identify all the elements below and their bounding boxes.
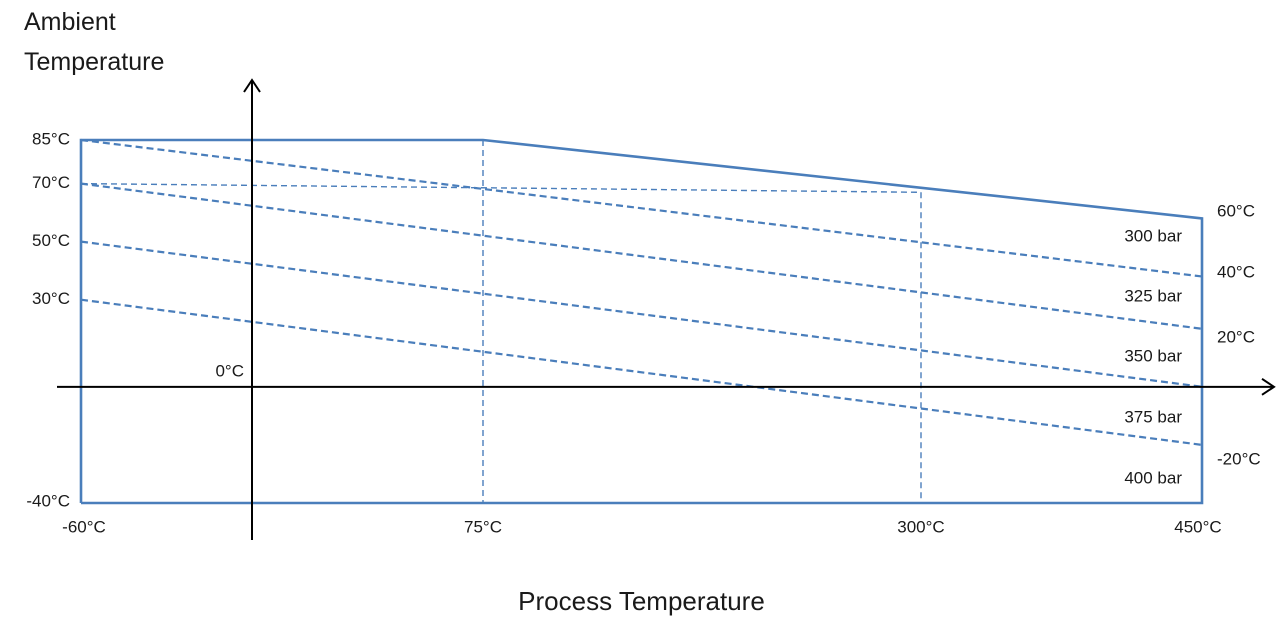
y-tick-label-right-2: 20°C	[1217, 327, 1255, 346]
y-axis-title-line-2: Temperature	[24, 48, 165, 76]
envelope	[79, 138, 1204, 505]
origin-label: 0°C	[215, 361, 244, 380]
x-axis-arrow	[1261, 378, 1276, 396]
y-tick-label-right-3: -20°C	[1217, 449, 1261, 468]
axes	[57, 78, 1276, 540]
reference-lines	[80, 140, 922, 503]
region-label-1: 325 bar	[1124, 286, 1182, 305]
y-tick-label-right-0: 60°C	[1217, 201, 1255, 220]
y-tick-label-left-4: -40°C	[26, 491, 70, 510]
x-tick-label-1: 75°C	[464, 517, 502, 536]
series-line-2	[80, 240, 1203, 388]
envelope-line	[79, 138, 1204, 505]
region-label-4: 400 bar	[1124, 468, 1182, 487]
region-label-2: 350 bar	[1124, 346, 1182, 365]
y-tick-label-left-0: 85°C	[32, 129, 70, 148]
y-tick-label-left-3: 30°C	[32, 289, 70, 308]
series-line-0	[80, 138, 1203, 278]
region-label-3: 375 bar	[1124, 407, 1182, 426]
series-lines	[80, 138, 1203, 446]
y-tick-label-left-1: 70°C	[32, 173, 70, 192]
region-label-0: 300 bar	[1124, 226, 1182, 245]
x-tick-label-0: -60°C	[62, 517, 106, 536]
x-axis-title: Process Temperature	[518, 586, 765, 616]
series-line-1	[80, 182, 1203, 330]
y-axis-title: Ambient Temperature	[24, 2, 164, 82]
series-line-3	[80, 298, 1203, 446]
y-tick-label-left-2: 50°C	[32, 231, 70, 250]
reference-line-2	[80, 182, 922, 193]
x-tick-label-3: 450°C	[1174, 517, 1221, 536]
x-tick-label-2: 300°C	[897, 517, 944, 536]
y-axis-title-line-1: Ambient	[24, 8, 116, 36]
y-axis-arrow	[243, 78, 261, 93]
tick-labels: 85°C 70°C 50°C 30°C -40°C 0°C 60°C 40°C 20°C -20°…	[26, 129, 1260, 536]
y-tick-label-right-1: 40°C	[1217, 262, 1255, 281]
